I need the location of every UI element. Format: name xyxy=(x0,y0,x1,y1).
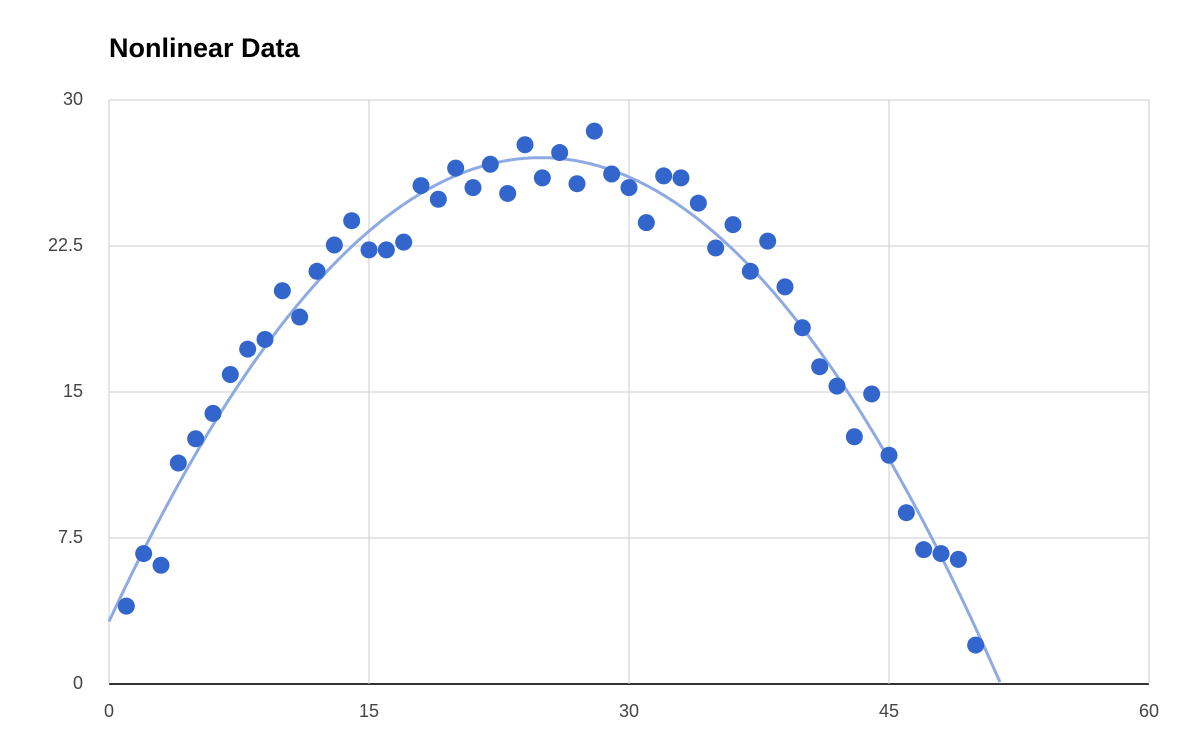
data-point xyxy=(880,446,898,464)
data-point xyxy=(169,454,187,472)
data-point xyxy=(863,385,881,403)
data-point xyxy=(603,165,621,183)
data-point xyxy=(360,241,378,259)
chart-title: Nonlinear Data xyxy=(109,33,301,63)
data-point xyxy=(828,377,846,395)
y-tick-label: 30 xyxy=(63,89,83,109)
data-point xyxy=(204,404,222,422)
data-point xyxy=(377,241,395,259)
data-point xyxy=(308,262,326,280)
data-point xyxy=(897,504,915,522)
data-point xyxy=(620,179,638,197)
data-point xyxy=(776,278,794,296)
data-point xyxy=(741,262,759,280)
data-point xyxy=(187,430,205,448)
x-tick-label: 15 xyxy=(359,701,379,721)
y-tick-label: 0 xyxy=(73,673,83,693)
data-point xyxy=(239,340,257,358)
data-point xyxy=(429,190,447,208)
data-point xyxy=(637,214,655,232)
data-point xyxy=(395,233,413,251)
data-point xyxy=(343,212,361,230)
trendline xyxy=(107,156,1002,683)
data-point xyxy=(325,236,343,254)
data-point xyxy=(585,122,603,140)
x-tick-label: 45 xyxy=(879,701,899,721)
data-point xyxy=(481,155,499,173)
data-point xyxy=(516,136,534,154)
data-point xyxy=(447,159,465,177)
data-point xyxy=(291,308,309,326)
data-point xyxy=(724,216,742,234)
x-tick-label: 0 xyxy=(104,701,114,721)
data-point xyxy=(707,239,725,257)
data-point xyxy=(967,636,985,654)
data-point xyxy=(533,169,551,187)
data-point xyxy=(672,169,690,187)
data-point xyxy=(152,556,170,574)
data-point xyxy=(273,282,291,300)
data-point xyxy=(932,545,950,563)
data-point xyxy=(915,541,933,559)
data-point xyxy=(412,177,430,195)
data-point xyxy=(949,550,967,568)
data-point xyxy=(811,358,829,376)
data-point xyxy=(117,597,135,615)
x-tick-label: 30 xyxy=(619,701,639,721)
data-point xyxy=(568,175,586,193)
data-point xyxy=(551,144,569,162)
data-point xyxy=(499,184,517,202)
data-point xyxy=(256,330,274,348)
x-tick-label: 60 xyxy=(1139,701,1159,721)
data-point xyxy=(655,167,673,185)
y-tick-label: 15 xyxy=(63,381,83,401)
y-tick-label: 7.5 xyxy=(58,527,83,547)
data-point xyxy=(135,545,153,563)
data-point xyxy=(689,194,707,212)
data-point xyxy=(759,232,777,250)
data-point xyxy=(845,428,863,446)
data-point xyxy=(221,365,239,383)
data-point xyxy=(464,179,482,197)
y-tick-label: 22.5 xyxy=(48,235,83,255)
data-point xyxy=(793,319,811,337)
